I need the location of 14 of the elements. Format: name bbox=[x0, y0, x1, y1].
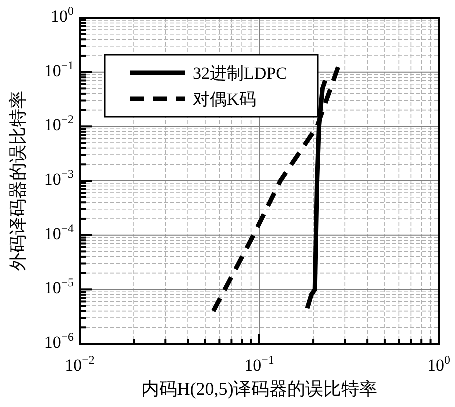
y-tick-label: 10$^{−2}$ bbox=[44, 112, 74, 135]
y-axis-title: 外码译码器的误比特率 bbox=[8, 91, 28, 271]
y-tick-label: 10$^{−3}$ bbox=[44, 167, 74, 189]
legend-label: 对偶K码 bbox=[193, 90, 256, 109]
x-tick-label: 10$^{−2}$ bbox=[65, 353, 95, 375]
y-tick-label: 10$^{−6}$ bbox=[44, 330, 74, 352]
x-tick-label: 10$^{−1}$ bbox=[244, 353, 274, 375]
x-axis-title: 内码H(20,5)译码器的误比特率 bbox=[141, 379, 378, 399]
y-tick-label: 10$^{−1}$ bbox=[44, 58, 74, 80]
legend-label: 32进制LDPC bbox=[193, 64, 288, 83]
x-tick-label: 10$^{0}$ bbox=[428, 353, 451, 375]
y-tick-label: 10$^{−5}$ bbox=[44, 276, 74, 298]
y-tick-label: 10$^{−4}$ bbox=[44, 221, 74, 244]
y-tick-label: 10$^{0}$ bbox=[51, 4, 74, 26]
